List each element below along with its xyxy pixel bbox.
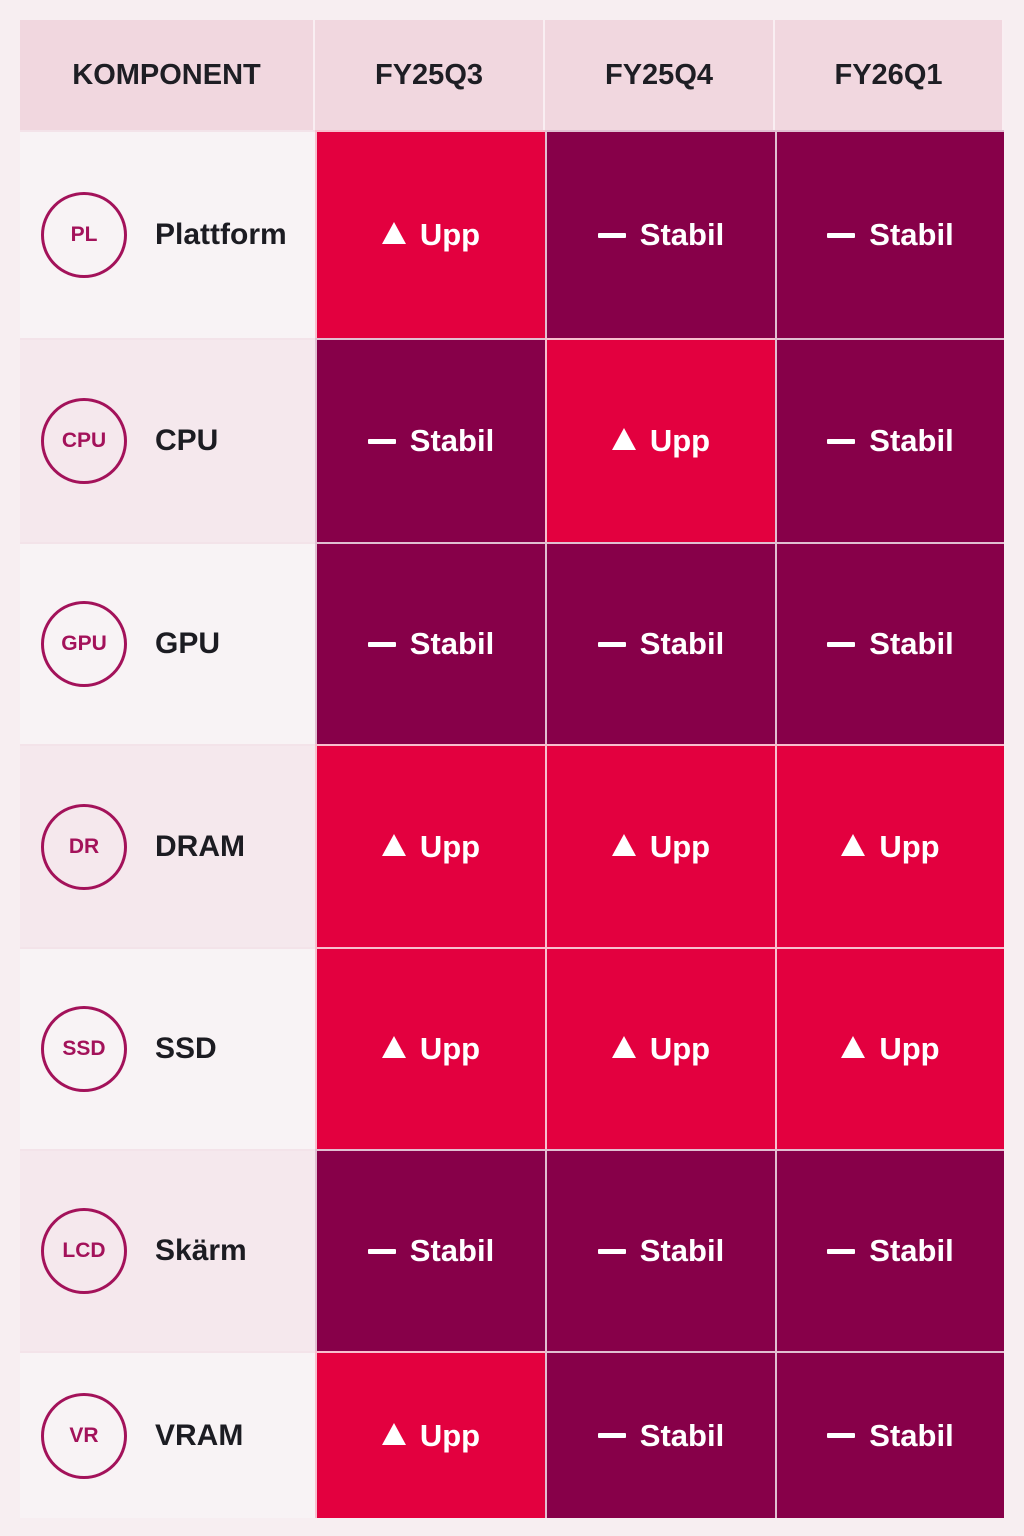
dash-icon: [827, 641, 856, 647]
cell-value: Upp: [419, 828, 481, 864]
dash-icon: [827, 1433, 856, 1438]
heatmap-cell: Upp: [315, 947, 545, 1149]
cell-value: Stabil: [409, 1233, 495, 1268]
cell-value: Upp: [879, 1031, 940, 1066]
header-period-1: FY25Q3: [315, 20, 545, 130]
heatmap-table: KOMPONENT FY25Q3 FY25Q4 FY26Q1 PL Plattfo…: [20, 20, 1004, 1518]
heatmap-cell: Stabil: [545, 1149, 775, 1351]
dash-icon: [367, 438, 396, 444]
triangle-up-icon: [381, 833, 406, 856]
cell-value: Upp: [419, 1417, 481, 1453]
header-period-3: FY26Q1: [775, 20, 1004, 130]
component-name: DRAM: [155, 829, 245, 863]
heatmap-cell: Upp: [315, 1351, 545, 1518]
heatmap-cell: Stabil: [775, 338, 1004, 542]
component-name: Plattform: [155, 218, 287, 251]
heatmap-cell: Upp: [775, 744, 1004, 947]
dash-icon: [597, 232, 626, 238]
heatmap-cell: Stabil: [775, 130, 1004, 338]
cell-value: Upp: [649, 423, 711, 458]
cell-value: Upp: [879, 828, 940, 864]
triangle-up-icon: [381, 1036, 406, 1058]
row-label: SSD SSD: [20, 947, 315, 1149]
component-name: SSD: [155, 1032, 217, 1065]
heatmap-cell: Stabil: [775, 542, 1004, 744]
triangle-up-icon: [611, 1036, 636, 1058]
component-badge: CPU: [41, 398, 127, 484]
component-badge: GPU: [41, 601, 127, 687]
dash-icon: [827, 232, 856, 238]
heatmap-cell: Stabil: [545, 542, 775, 744]
dash-icon: [827, 1248, 856, 1254]
triangle-up-icon: [611, 428, 636, 450]
cell-value: Stabil: [409, 423, 495, 458]
cell-value: Stabil: [869, 626, 954, 661]
triangle-up-icon: [841, 1036, 866, 1058]
heatmap-cell: Upp: [315, 130, 545, 338]
component-badge: SSD: [41, 1006, 127, 1092]
row-label: VR VRAM: [20, 1351, 315, 1518]
component-badge: DR: [41, 803, 127, 890]
cell-value: Stabil: [639, 1417, 725, 1453]
component-badge: PL: [41, 192, 127, 278]
component-name: Skärm: [155, 1234, 247, 1267]
cell-value: Upp: [419, 217, 481, 252]
row-label: CPU CPU: [20, 338, 315, 542]
cell-value: Upp: [649, 828, 711, 864]
heatmap-cell: Stabil: [315, 338, 545, 542]
cell-value: Stabil: [639, 626, 725, 661]
heatmap-cell: Upp: [545, 744, 775, 947]
dash-icon: [827, 438, 856, 444]
triangle-up-icon: [841, 833, 866, 856]
row-label: LCD Skärm: [20, 1149, 315, 1351]
dash-icon: [597, 1248, 626, 1254]
heatmap-cell: Stabil: [315, 1149, 545, 1351]
component-badge: VR: [41, 1392, 127, 1479]
heatmap-cell: Upp: [545, 338, 775, 542]
cell-value: Stabil: [639, 1233, 725, 1268]
cell-value: Upp: [419, 1031, 481, 1066]
heatmap-cell: Stabil: [315, 542, 545, 744]
row-label: GPU GPU: [20, 542, 315, 744]
heatmap-cell: Stabil: [775, 1351, 1004, 1518]
row-label: DR DRAM: [20, 744, 315, 947]
triangle-up-icon: [381, 1422, 406, 1445]
heatmap-cell: Upp: [545, 947, 775, 1149]
heatmap-cell: Stabil: [775, 1149, 1004, 1351]
heatmap-cell: Upp: [775, 947, 1004, 1149]
component-name: GPU: [155, 627, 221, 660]
row-label: PL Plattform: [20, 130, 315, 338]
dash-icon: [597, 1433, 626, 1438]
dash-icon: [597, 641, 626, 647]
dash-icon: [367, 641, 396, 647]
header-period-2: FY25Q4: [545, 20, 775, 130]
cell-value: Stabil: [869, 1417, 954, 1453]
dash-icon: [367, 1248, 396, 1254]
heatmap-cell: Stabil: [545, 1351, 775, 1518]
cell-value: Stabil: [409, 626, 495, 661]
cell-value: Stabil: [869, 217, 954, 252]
component-name: CPU: [155, 424, 219, 457]
heatmap-cell: Upp: [315, 744, 545, 947]
triangle-up-icon: [611, 833, 636, 856]
cell-value: Upp: [649, 1031, 711, 1066]
triangle-up-icon: [381, 222, 406, 244]
cell-value: Stabil: [639, 217, 725, 252]
cell-value: Stabil: [869, 423, 954, 458]
header-component: KOMPONENT: [20, 20, 315, 130]
component-badge: LCD: [41, 1208, 127, 1294]
cell-value: Stabil: [869, 1233, 954, 1268]
component-name: VRAM: [155, 1418, 244, 1452]
heatmap-cell: Stabil: [545, 130, 775, 338]
